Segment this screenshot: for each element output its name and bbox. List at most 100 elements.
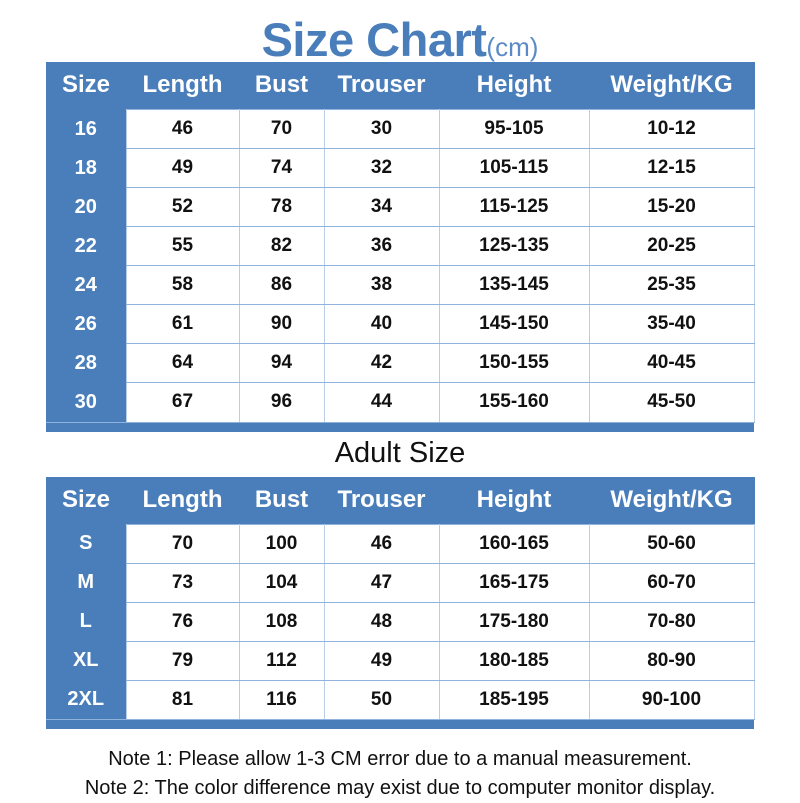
cell-weight: 10-12 bbox=[588, 109, 755, 149]
table-row: 28 64 94 42 150-155 40-45 bbox=[46, 343, 755, 383]
adult-table-bottom-strip bbox=[46, 720, 754, 729]
table-row: M 73 104 47 165-175 60-70 bbox=[46, 562, 755, 603]
cell-length: 81 bbox=[125, 679, 240, 720]
cell-trouser: 44 bbox=[323, 382, 440, 423]
cell-bust: 74 bbox=[238, 148, 325, 188]
title-main-text: Size Chart bbox=[261, 13, 487, 66]
table-row: 30 67 96 44 155-160 45-50 bbox=[46, 382, 755, 423]
column-header-length: Length bbox=[126, 476, 239, 524]
adult-size-table: Size Length Bust Trouser Height Weight/K… bbox=[46, 476, 755, 720]
cell-height: 180-185 bbox=[438, 640, 590, 681]
cell-bust: 116 bbox=[238, 679, 325, 720]
column-header-size: Size bbox=[46, 476, 126, 524]
cell-bust: 112 bbox=[238, 640, 325, 681]
cell-height: 150-155 bbox=[438, 343, 590, 383]
column-header-height: Height bbox=[439, 476, 589, 524]
cell-weight: 45-50 bbox=[588, 382, 755, 423]
cell-trouser: 30 bbox=[323, 109, 440, 149]
cell-height: 135-145 bbox=[438, 265, 590, 305]
cell-trouser: 42 bbox=[323, 343, 440, 383]
cell-length: 52 bbox=[125, 187, 240, 227]
cell-size: 2XL bbox=[46, 680, 126, 720]
cell-trouser: 32 bbox=[323, 148, 440, 188]
column-header-bust: Bust bbox=[239, 62, 324, 110]
cell-weight: 12-15 bbox=[588, 148, 755, 188]
column-header-height: Height bbox=[439, 62, 589, 110]
cell-size: 16 bbox=[46, 109, 126, 149]
title-unit-text: (cm) bbox=[486, 32, 539, 62]
cell-height: 115-125 bbox=[438, 187, 590, 227]
cell-trouser: 47 bbox=[323, 562, 440, 603]
cell-bust: 70 bbox=[238, 109, 325, 149]
cell-weight: 15-20 bbox=[588, 187, 755, 227]
cell-size: 26 bbox=[46, 304, 126, 344]
cell-length: 64 bbox=[125, 343, 240, 383]
cell-weight: 60-70 bbox=[588, 562, 755, 603]
cell-bust: 104 bbox=[238, 562, 325, 603]
cell-height: 160-165 bbox=[438, 523, 590, 564]
cell-bust: 78 bbox=[238, 187, 325, 227]
column-header-trouser: Trouser bbox=[324, 476, 439, 524]
kids-size-table-block: Size Length Bust Trouser Height Weight/K… bbox=[46, 62, 755, 423]
kids-size-table: Size Length Bust Trouser Height Weight/K… bbox=[46, 62, 755, 423]
table-row: 18 49 74 32 105-115 12-15 bbox=[46, 148, 755, 188]
note-line-2: Note 2: The color difference may exist d… bbox=[84, 777, 716, 799]
cell-bust: 82 bbox=[238, 226, 325, 266]
cell-bust: 86 bbox=[238, 265, 325, 305]
column-header-length: Length bbox=[126, 62, 239, 110]
page-title: Size Chart(cm) bbox=[0, 0, 800, 66]
cell-trouser: 48 bbox=[323, 601, 440, 642]
table-row: 20 52 78 34 115-125 15-20 bbox=[46, 187, 755, 227]
cell-size: L bbox=[46, 602, 126, 641]
cell-trouser: 49 bbox=[323, 640, 440, 681]
cell-size: 28 bbox=[46, 343, 126, 383]
cell-length: 58 bbox=[125, 265, 240, 305]
cell-length: 61 bbox=[125, 304, 240, 344]
cell-trouser: 50 bbox=[323, 679, 440, 720]
cell-length: 79 bbox=[125, 640, 240, 681]
cell-length: 67 bbox=[125, 382, 240, 423]
cell-length: 73 bbox=[125, 562, 240, 603]
cell-bust: 100 bbox=[238, 523, 325, 564]
cell-height: 185-195 bbox=[438, 679, 590, 720]
note-line-1: Note 1: Please allow 1-3 CM error due to… bbox=[108, 748, 692, 770]
cell-trouser: 40 bbox=[323, 304, 440, 344]
cell-bust: 94 bbox=[238, 343, 325, 383]
cell-trouser: 46 bbox=[323, 523, 440, 564]
notes-section: Note 1: Please allow 1-3 CM error due to… bbox=[0, 741, 800, 803]
cell-size: S bbox=[46, 524, 126, 563]
cell-height: 145-150 bbox=[438, 304, 590, 344]
table-row: 2XL 81 116 50 185-195 90-100 bbox=[46, 679, 755, 720]
column-header-size: Size bbox=[46, 62, 126, 110]
cell-length: 76 bbox=[125, 601, 240, 642]
cell-size: XL bbox=[46, 641, 126, 680]
cell-trouser: 38 bbox=[323, 265, 440, 305]
cell-weight: 70-80 bbox=[588, 601, 755, 642]
table-row: 24 58 86 38 135-145 25-35 bbox=[46, 265, 755, 305]
table-header-row: Size Length Bust Trouser Height Weight/K… bbox=[46, 476, 754, 524]
cell-weight: 20-25 bbox=[588, 226, 755, 266]
table-row: S 70 100 46 160-165 50-60 bbox=[46, 523, 755, 564]
cell-height: 155-160 bbox=[438, 382, 590, 423]
column-header-bust: Bust bbox=[239, 476, 324, 524]
cell-height: 105-115 bbox=[438, 148, 590, 188]
table-row: XL 79 112 49 180-185 80-90 bbox=[46, 640, 755, 681]
cell-length: 49 bbox=[125, 148, 240, 188]
table-row: 16 46 70 30 95-105 10-12 bbox=[46, 109, 755, 149]
cell-trouser: 36 bbox=[323, 226, 440, 266]
cell-weight: 90-100 bbox=[588, 679, 755, 720]
table-row: L 76 108 48 175-180 70-80 bbox=[46, 601, 755, 642]
cell-size: 18 bbox=[46, 148, 126, 188]
cell-weight: 35-40 bbox=[588, 304, 755, 344]
cell-length: 55 bbox=[125, 226, 240, 266]
cell-bust: 108 bbox=[238, 601, 325, 642]
cell-height: 165-175 bbox=[438, 562, 590, 603]
cell-bust: 90 bbox=[238, 304, 325, 344]
adult-size-label: Adult Size bbox=[334, 436, 466, 469]
cell-weight: 25-35 bbox=[588, 265, 755, 305]
cell-length: 70 bbox=[125, 523, 240, 564]
column-header-weight: Weight/KG bbox=[589, 62, 754, 110]
kids-table-bottom-strip bbox=[46, 422, 754, 432]
cell-bust: 96 bbox=[238, 382, 325, 423]
table-row: 26 61 90 40 145-150 35-40 bbox=[46, 304, 755, 344]
